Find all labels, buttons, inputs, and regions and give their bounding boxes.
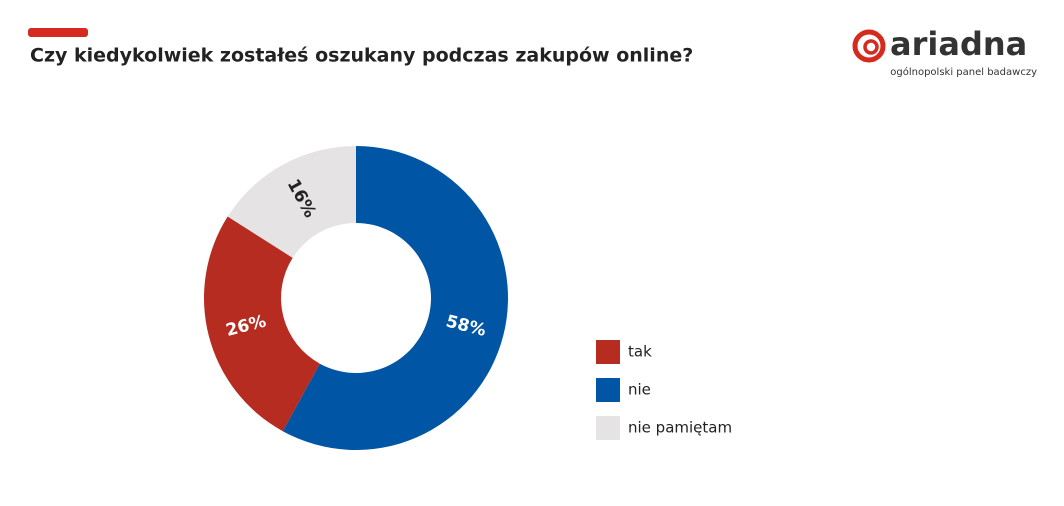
logo: ariadna ogólnopolski panel badawczy <box>852 25 1037 78</box>
legend-label: nie <box>628 381 651 399</box>
legend-swatch <box>596 340 620 364</box>
legend-label: tak <box>628 343 652 361</box>
accent-bar <box>28 28 88 37</box>
legend-label: nie pamiętam <box>628 419 732 437</box>
logo-tagline: ogólnopolski panel badawczy <box>890 66 1037 78</box>
logo-icon <box>852 29 886 63</box>
chart-title: Czy kiedykolwiek zostałeś oszukany podcz… <box>30 45 693 67</box>
legend-swatch <box>596 378 620 402</box>
donut-slice <box>282 146 508 450</box>
logo-name: ariadna <box>890 25 1027 63</box>
legend-swatch <box>596 416 620 440</box>
donut-slice <box>227 146 356 258</box>
donut-slice <box>204 216 320 432</box>
logo-icon-inner <box>863 39 879 55</box>
